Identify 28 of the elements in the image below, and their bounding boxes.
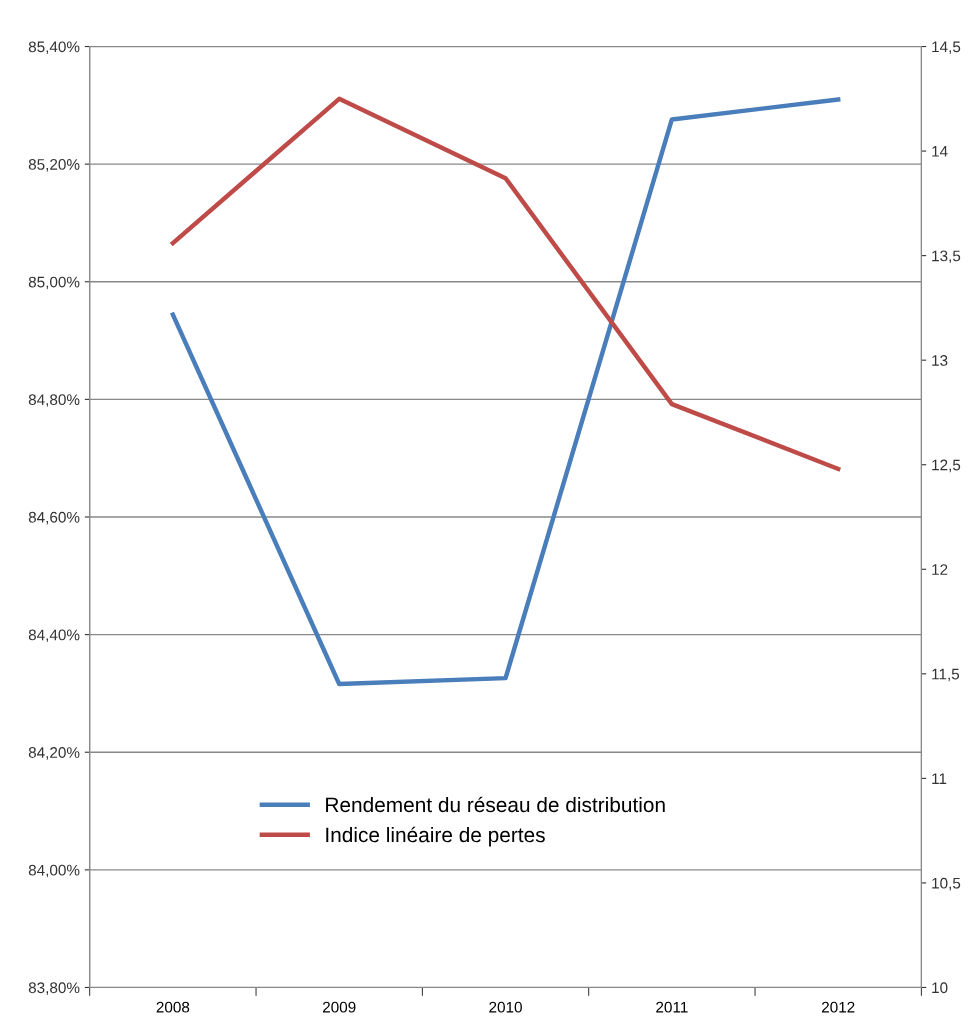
y-tick-label: 85,20% [28, 159, 80, 172]
legend-label: Indice linéaire de pertes [326, 826, 545, 847]
y2-tick-label: 14,5 [932, 41, 961, 55]
y-tick-label: 84,60% [28, 511, 80, 525]
y2-tick-label: 13,5 [932, 250, 961, 264]
x-tick-label: 2010 [489, 1001, 522, 1013]
line-series [170, 96, 841, 472]
x-tick-label: 2011 [656, 1001, 688, 1013]
y-tick-label: 84,20% [28, 747, 80, 760]
x-tick-label: 2008 [156, 1001, 190, 1013]
y2-tick-label: 12,5 [932, 459, 961, 473]
line-series [170, 97, 841, 687]
y-tick-label: 84,00% [28, 864, 80, 878]
legend-label: Rendement du réseau de distribution [326, 796, 665, 813]
y2-tick-label: 10 [932, 982, 948, 994]
y2-tick-label: 14 [932, 146, 948, 157]
y2-tick-label: 10,5 [932, 877, 961, 891]
y2-tick-label: 12 [932, 564, 948, 575]
x-tick-label: 2009 [322, 1001, 356, 1013]
y2-tick-label: 11 [932, 773, 947, 784]
x-tick-label: 2012 [821, 1001, 855, 1013]
y-tick-label: 85,00% [28, 276, 80, 290]
y2-tick-label: 11,5 [932, 668, 960, 682]
y-tick-label: 83,80% [28, 982, 80, 995]
y-tick-label: 85,40% [28, 41, 80, 55]
y-tick-label: 84,80% [28, 394, 80, 407]
y2-tick-label: 13 [932, 355, 948, 366]
y-tick-label: 84,40% [28, 629, 80, 643]
